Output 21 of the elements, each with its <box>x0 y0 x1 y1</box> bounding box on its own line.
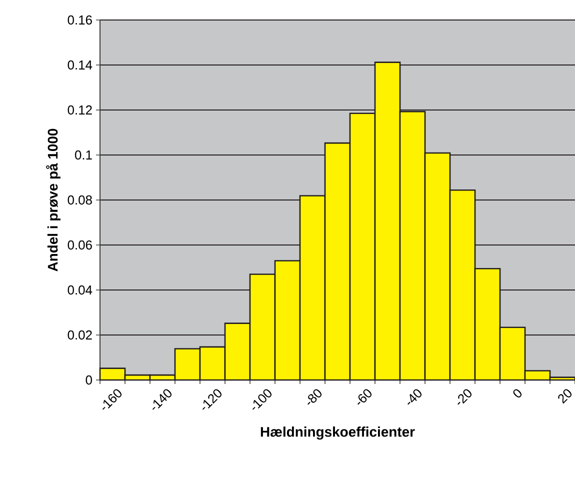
y-tick-label: 0.04 <box>68 285 92 295</box>
x-tick-label: 0 <box>513 389 522 398</box>
y-tick-label: 0 <box>86 375 92 385</box>
x-tick-label: -100 <box>252 389 272 410</box>
y-axis-title: Andel i prøve på 1000 <box>46 128 60 272</box>
x-tick-label: -160 <box>102 389 122 410</box>
x-tick-label: -80 <box>308 389 322 405</box>
x-tick-label: -40 <box>408 389 422 405</box>
x-tick-label: -60 <box>358 389 372 405</box>
y-tick-label: 0.14 <box>68 60 92 70</box>
y-tick-label: 0.1 <box>74 150 92 160</box>
x-tick-label: -20 <box>458 389 472 405</box>
x-tick-label: 20 <box>558 389 572 404</box>
y-tick-label: 0.12 <box>68 105 92 115</box>
x-tick-label: -120 <box>202 389 222 410</box>
y-tick-label: 0.08 <box>68 195 92 205</box>
y-tick-label: 0.16 <box>68 15 92 25</box>
x-tick-label: -140 <box>152 389 172 410</box>
x-axis-title: Hældningskoefficienter <box>260 426 415 440</box>
y-tick-label: 0.06 <box>68 240 92 250</box>
y-tick-label: 0.02 <box>68 330 92 340</box>
